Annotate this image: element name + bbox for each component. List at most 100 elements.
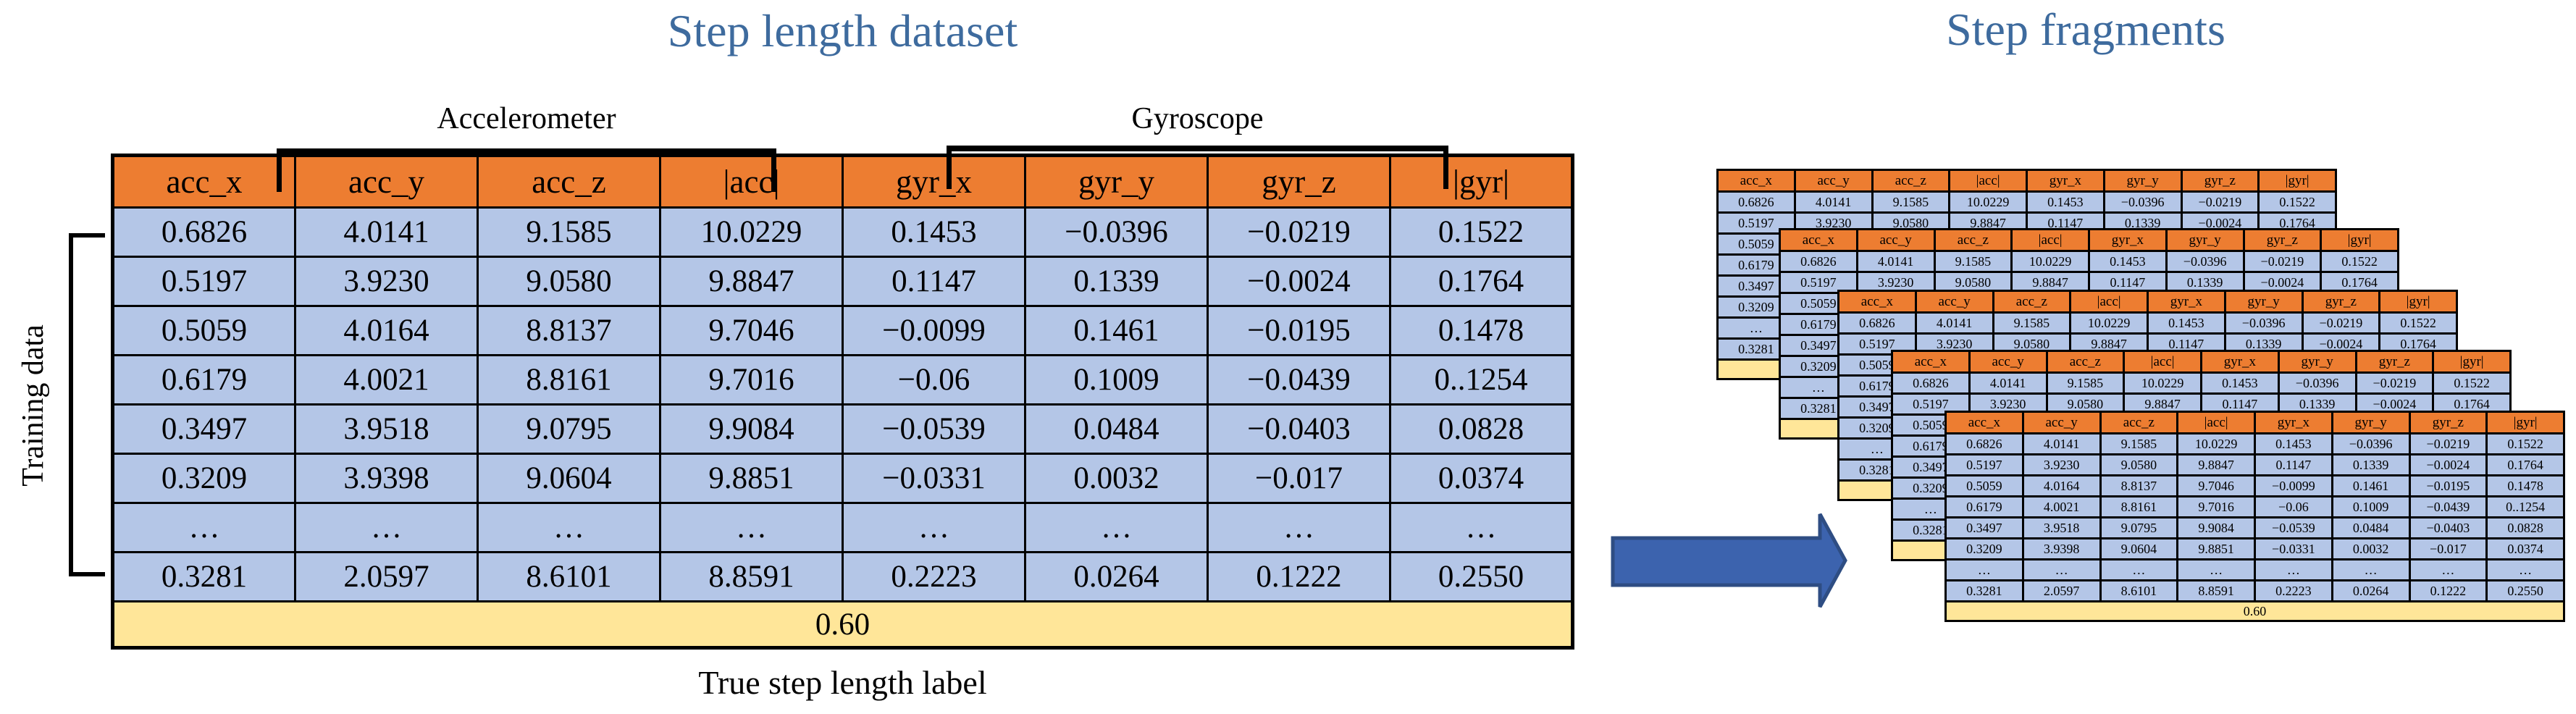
- sensor-value-cell: −0.06: [842, 354, 1026, 406]
- sensor-value-cell: 0.1339: [2330, 453, 2411, 476]
- sensor-value-cell: …: [842, 502, 1026, 553]
- sensor-value-cell: …: [477, 502, 661, 553]
- sensor-value-cell: 9.1585: [2045, 371, 2126, 395]
- sensor-value-cell: −0.0403: [2408, 516, 2488, 539]
- sensor-value-cell: 0.0032: [2330, 537, 2411, 560]
- accelerometer-group-label: Accelerometer: [437, 102, 616, 135]
- sensor-value-cell: 0.1339: [1024, 256, 1209, 307]
- sensor-value-cell: 9.7016: [659, 354, 844, 406]
- sensor-value-cell: 0.1147: [842, 256, 1026, 307]
- sensor-value-cell: 0.0484: [2330, 516, 2411, 539]
- sensor-value-cell: −0.0396: [2330, 432, 2411, 455]
- sensor-value-cell: 0.0828: [2485, 516, 2565, 539]
- sensor-value-cell: −0.0024: [1207, 256, 1391, 307]
- sensor-value-cell: −0.0331: [842, 453, 1026, 504]
- column-header: |gyr|: [2378, 290, 2458, 314]
- table-row: 0.6826 4.0141 9.1585 10.0229 0.1453 −0.0396 −0…: [1891, 371, 2512, 395]
- sensor-value-cell: …: [2485, 558, 2565, 581]
- sensor-value-cell: −0.0396: [2165, 250, 2245, 273]
- sensor-value-cell: 3.9518: [294, 403, 479, 455]
- sensor-value-cell: −0.0396: [2223, 311, 2304, 335]
- step-length-label-cell: 0.60: [112, 600, 1574, 649]
- bracket-tick: [1443, 151, 1448, 189]
- column-header: acc_x: [1944, 411, 2024, 434]
- sensor-value-cell: 4.0141: [1855, 250, 1936, 273]
- sensor-value-cell: −0.0539: [842, 403, 1026, 455]
- sensor-value-cell: 0.2550: [2485, 579, 2565, 602]
- sensor-value-cell: 9.1585: [2099, 432, 2179, 455]
- sensor-value-cell: 0.1764: [2485, 453, 2565, 476]
- sensor-value-cell: −0.0539: [2254, 516, 2333, 539]
- sensor-value-cell: 9.8851: [2176, 537, 2256, 560]
- sensor-value-cell: 0.1478: [1389, 305, 1574, 356]
- sensor-value-cell: 0..1254: [1389, 354, 1574, 406]
- sensor-value-cell: 0.5059: [1944, 474, 2024, 497]
- accelerometer-bracket: [277, 148, 776, 192]
- sensor-value-cell: 0.6826: [1837, 311, 1917, 335]
- sensor-value-cell: 4.0021: [294, 354, 479, 406]
- sensor-value-cell: 9.0604: [2099, 537, 2179, 560]
- sensor-value-cell: 0.0032: [1024, 453, 1209, 504]
- column-header: |gyr|: [2485, 411, 2565, 434]
- sensor-value-cell: …: [1024, 502, 1209, 553]
- column-header: |acc|: [2069, 290, 2149, 314]
- column-header: gyr_x: [2147, 290, 2226, 314]
- sensor-value-cell: −0.0396: [1024, 206, 1209, 258]
- sensor-value-cell: 8.6101: [2099, 579, 2179, 602]
- sensor-value-cell: 0.1522: [1389, 206, 1574, 258]
- table-row: ……………………: [112, 502, 1574, 553]
- sensor-value-cell: 3.9398: [2021, 537, 2102, 560]
- sensor-value-cell: 2.0597: [2021, 579, 2102, 602]
- column-header: |acc|: [1948, 169, 2028, 193]
- column-header: |gyr|: [2432, 350, 2512, 374]
- column-header: |acc|: [659, 154, 844, 209]
- sensor-value-cell: 0.1478: [2485, 474, 2565, 497]
- sensor-value-cell: 4.0141: [2021, 432, 2102, 455]
- column-header: acc_y: [294, 154, 479, 209]
- table-row: 0.5197 3.9230 9.0580 9.8847 0.1147 0.1339 −0.0…: [1944, 453, 2565, 476]
- right-arrow-icon: [1611, 513, 1847, 608]
- sensor-value-cell: 0.1453: [842, 206, 1026, 258]
- column-header: gyr_y: [1024, 154, 1209, 209]
- sensor-value-cell: 0.0374: [1389, 453, 1574, 504]
- sensor-table: acc_x acc_y acc_z |acc| gyr_x gyr_y gyr_z |gyr|…: [111, 154, 1574, 650]
- table-row: 0.6826 4.0141 9.1585 10.0229 0.1453 −0.0396 −0…: [1779, 250, 2399, 273]
- sensor-value-cell: 4.0141: [1793, 190, 1874, 214]
- step-length-label-cell: 0.60: [1944, 600, 2565, 622]
- sensor-value-cell: 4.0141: [1914, 311, 1994, 335]
- gyroscope-bracket: [947, 146, 1448, 189]
- sensor-value-cell: …: [2408, 558, 2488, 581]
- sensor-value-cell: 0.1522: [2485, 432, 2565, 455]
- sensor-value-cell: 0.1453: [2026, 190, 2105, 214]
- column-header: acc_y: [2021, 411, 2102, 434]
- sensor-value-cell: 9.0580: [1992, 332, 2072, 356]
- sensor-value-cell: 10.0229: [2010, 250, 2090, 273]
- sensor-value-cell: 9.7046: [2176, 474, 2256, 497]
- sensor-value-cell: …: [112, 502, 296, 553]
- column-header: |acc|: [2176, 411, 2256, 434]
- sensor-value-cell: …: [2330, 558, 2411, 581]
- sensor-value-cell: 9.0580: [477, 256, 661, 307]
- true-step-length-caption: True step length label: [698, 664, 987, 701]
- step-length-label-row: 0.60: [1944, 600, 2565, 622]
- column-header: |gyr|: [1389, 154, 1574, 209]
- table-row: 0.5197 3.9230 9.0580 9.8847 0.1147 0.1339 −0.0…: [112, 256, 1574, 307]
- sensor-value-cell: −0.0219: [2242, 250, 2323, 273]
- sensor-value-cell: 10.0229: [2176, 432, 2256, 455]
- column-header: gyr_z: [2242, 228, 2323, 252]
- sensor-value-cell: 8.8161: [2099, 495, 2179, 518]
- fragment-table: acc_x acc_y acc_z |acc| gyr_x gyr_y gyr_z |gyr|…: [1944, 411, 2565, 622]
- sensor-value-cell: −0.0403: [1207, 403, 1391, 455]
- column-header: gyr_y: [2277, 350, 2357, 374]
- column-header: acc_x: [112, 154, 296, 209]
- column-header: acc_y: [1968, 350, 2048, 374]
- gyroscope-group-label: Gyroscope: [1131, 102, 1264, 135]
- sensor-value-cell: 8.6101: [477, 551, 661, 602]
- sensor-value-cell: 8.8591: [2176, 579, 2256, 602]
- column-header: gyr_y: [2223, 290, 2304, 314]
- column-header: gyr_z: [1207, 154, 1391, 209]
- column-header: gyr_y: [2102, 169, 2183, 193]
